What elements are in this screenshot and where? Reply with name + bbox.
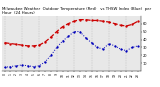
Text: Milwaukee Weather  Outdoor Temperature (Red)   vs THSW Index (Blue)  per Hour  (: Milwaukee Weather Outdoor Temperature (R… [2, 7, 151, 15]
